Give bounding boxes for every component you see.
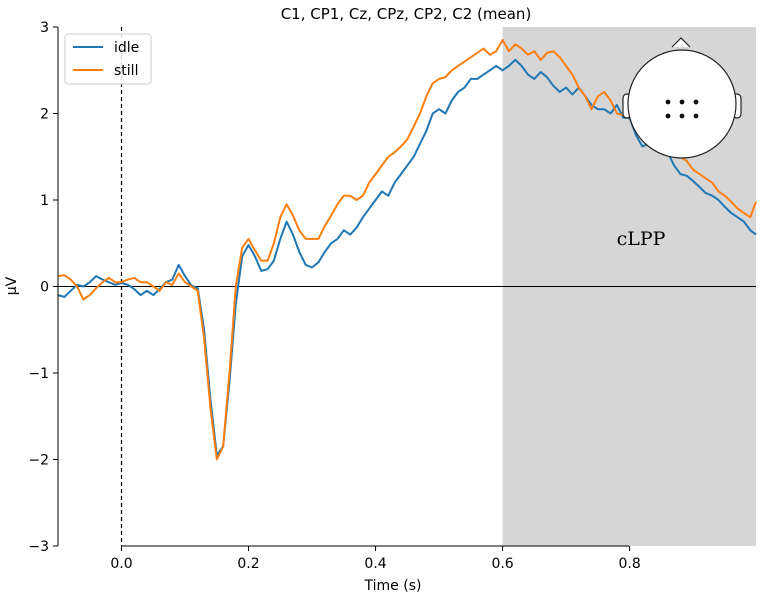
y-tick-label: −3 xyxy=(28,539,49,555)
y-tick-label: −1 xyxy=(28,366,49,382)
sensor-dot xyxy=(679,113,685,119)
x-tick-label: 0.6 xyxy=(491,556,513,572)
y-tick-label: 1 xyxy=(40,193,49,209)
x-tick-label: 0.2 xyxy=(237,556,259,572)
x-tick-label: 0.4 xyxy=(364,556,386,572)
sensor-dot xyxy=(693,99,699,105)
y-tick-label: 0 xyxy=(40,280,49,296)
legend-label-still: still xyxy=(114,63,138,79)
x-tick-label: 0.0 xyxy=(110,556,132,572)
x-tick-label: 0.8 xyxy=(618,556,640,572)
sensor-head-inset xyxy=(622,37,742,159)
axis-ticks: 0.0 0.2 0.4 0.6 0.8 −3 −2 −1 0 1 2 3 xyxy=(28,20,640,572)
series-line-idle xyxy=(57,58,757,457)
x-axis-label: Time (s) xyxy=(364,578,422,594)
y-tick-label: 2 xyxy=(40,107,49,123)
chart-title: C1, CP1, Cz, CPz, CP2, C2 (mean) xyxy=(281,5,532,23)
sensor-dot xyxy=(693,113,699,119)
head-nose-icon xyxy=(671,37,691,48)
sensor-dot xyxy=(665,113,671,119)
sensor-dot xyxy=(665,99,671,105)
y-tick-label: −2 xyxy=(28,453,49,469)
y-tick-label: 3 xyxy=(40,20,49,36)
y-axis-label: µV xyxy=(4,276,20,295)
sensor-dot xyxy=(679,99,685,105)
legend-label-idle: idle xyxy=(114,40,139,56)
legend: idle still xyxy=(64,33,152,85)
region-annotation: cLPP xyxy=(617,228,666,250)
